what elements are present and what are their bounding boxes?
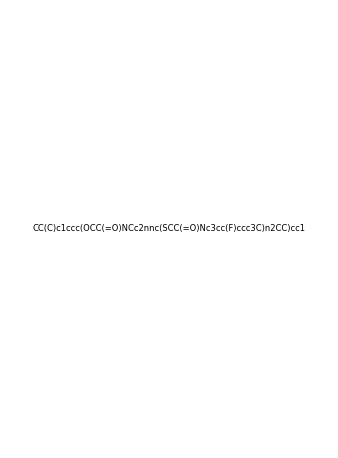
Text: CC(C)c1ccc(OCC(=O)NCc2nnc(SCC(=O)Nc3cc(F)ccc3C)n2CC)cc1: CC(C)c1ccc(OCC(=O)NCc2nnc(SCC(=O)Nc3cc(F… (32, 224, 306, 234)
